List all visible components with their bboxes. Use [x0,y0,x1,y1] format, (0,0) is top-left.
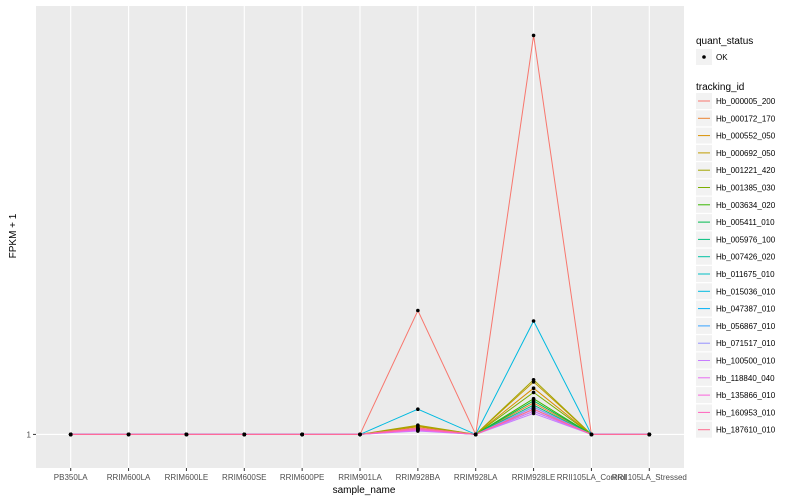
x-tick-label: PB350LA [54,473,88,482]
data-point [416,309,420,313]
legend-label-tracking-id: Hb_005976_100 [716,235,776,244]
data-point [532,378,536,382]
data-point [242,433,246,437]
x-tick-label: RRIM928LA [454,473,498,482]
legend-label-tracking-id: Hb_003634_020 [716,201,776,210]
legend-label-tracking-id: Hb_187610_010 [716,426,776,435]
x-tick-label: RRIM600SE [222,473,266,482]
data-point [416,426,420,430]
data-point [358,433,362,437]
legend-label-tracking-id: Hb_000692_050 [716,149,776,158]
legend-tracking-id: Hb_000005_200 Hb_000172_170 Hb_000552_050 H… [696,93,776,438]
data-point [300,433,304,437]
legend-label-tracking-id: Hb_015036_010 [716,287,776,296]
x-tick-label: RRIM928BA [396,473,441,482]
data-point [532,386,536,390]
data-point [532,399,536,403]
legend-label-tracking-id: Hb_047387_010 [716,305,776,314]
data-point [532,34,536,38]
data-point [416,407,420,411]
x-axis-ticks: PB350LA RRIM600LA RRIM600LE RRIM600SE RRIM60… [54,468,687,482]
data-point [532,319,536,323]
data-point [590,433,594,437]
legend-label-tracking-id: Hb_001221_420 [716,166,776,175]
x-tick-label: RRIM928LE [512,473,556,482]
legend-label-quant-status: OK [716,53,728,62]
data-point [474,433,478,437]
legend-title-tracking-id: tracking_id [696,82,744,93]
x-tick-label: RRIM600PE [280,473,324,482]
legend-label-tracking-id: Hb_056867_010 [716,322,776,331]
data-point [532,391,536,395]
legend-label-tracking-id: Hb_118840_040 [716,374,775,383]
data-point [69,433,73,437]
x-axis-title: sample_name [333,485,396,496]
legend-label-tracking-id: Hb_135866_010 [716,391,776,400]
legend-label-tracking-id: Hb_000172_170 [716,114,776,123]
x-tick-label: RRII105LA_Stressed [612,473,687,482]
data-point [532,407,536,411]
legend-label-tracking-id: Hb_160953_010 [716,408,776,417]
legend-label-tracking-id: Hb_011675_010 [716,270,775,279]
y-tick-label: 1 [27,430,32,439]
legend-title-quant-status: quant_status [696,36,753,47]
data-point [127,433,131,437]
legend-label-tracking-id: Hb_001385_030 [716,184,776,193]
y-axis-ticks: 1 [27,430,36,439]
legend-label-tracking-id: Hb_071517_010 [716,339,776,348]
legend-label-tracking-id: Hb_100500_010 [716,357,776,366]
legend-label-tracking-id: Hb_007426_020 [716,253,776,262]
legend-label-tracking-id: Hb_000005_200 [716,97,776,106]
x-tick-label: RRIM600LE [165,473,209,482]
data-point [185,433,189,437]
legend-label-tracking-id: Hb_005411_010 [716,218,775,227]
legend-quant-status: OK [696,49,728,65]
y-axis-title: FPKM + 1 [8,213,19,258]
x-tick-label: RRIM901LA [338,473,382,482]
legend-label-tracking-id: Hb_000552_050 [716,132,776,141]
x-tick-label: RRIM600LA [107,473,151,482]
legend-key-point [702,55,706,59]
data-point [647,433,651,437]
